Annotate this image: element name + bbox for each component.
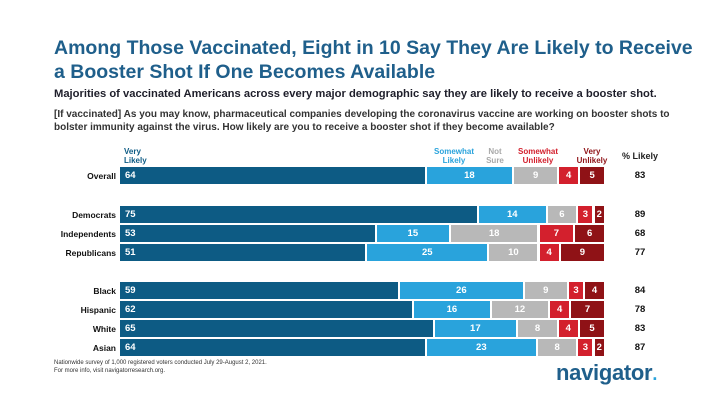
header-very-unlikely-line2: Unlikely [576, 156, 608, 165]
header-very-unlikely-line1: Very [583, 147, 601, 156]
bar-asian-somewhat-likely: 23 [426, 339, 537, 356]
bar-black-very-likely: 59 [120, 282, 399, 299]
header-not-sure-line2: Sure [486, 156, 504, 165]
chart-title: Among Those Vaccinated, Eight in 10 Say … [54, 37, 693, 83]
bar-independents-somewhat-unlikely: 7 [539, 225, 574, 242]
bar-hispanic-very-unlikely: 7 [571, 301, 604, 318]
pct-likely-democrats: 89 [634, 209, 646, 220]
bar-overall-very-unlikely: 5 [580, 167, 604, 184]
header-not-sure-line1: Not [488, 147, 502, 156]
chart-subtitle: Majorities of vaccinated Americans acros… [54, 88, 657, 100]
bar-white-somewhat-unlikely: 4 [558, 320, 578, 337]
bar-black-somewhat-unlikely: 3 [569, 282, 584, 299]
row-label-hispanic: Hispanic [80, 305, 116, 315]
row-label-asian: Asian [92, 343, 116, 353]
header-very-likely-line1: Very [124, 147, 141, 156]
pct-likely-overall: 83 [634, 170, 646, 181]
header-pct-likely: % Likely [621, 151, 659, 161]
bar-democrats-very-unlikely: 2 [594, 206, 604, 223]
row-label-overall: Overall [87, 171, 116, 181]
row-label-white: White [92, 324, 116, 334]
bar-republicans-somewhat-likely: 25 [367, 244, 488, 261]
row-label-independents: Independents [60, 229, 116, 239]
bar-democrats-somewhat-unlikely: 3 [578, 206, 593, 223]
bar-hispanic-not-sure: 12 [491, 301, 549, 318]
bar-black-not-sure: 9 [524, 282, 567, 299]
footnote: Nationwide survey of 1,000 registered vo… [54, 359, 267, 375]
bar-republicans-very-unlikely: 9 [560, 244, 604, 261]
bar-overall-somewhat-unlikely: 4 [559, 167, 579, 184]
bar-white-not-sure: 8 [518, 320, 557, 337]
pct-likely-black: 84 [634, 285, 646, 296]
bar-asian-very-likely: 64 [120, 339, 425, 356]
bar-independents-very-unlikely: 6 [575, 225, 604, 242]
bar-hispanic-somewhat-unlikely: 4 [550, 301, 570, 318]
header-somewhat-unlikely-line1: Somewhat [517, 147, 558, 156]
pct-likely-asian: 87 [634, 342, 646, 353]
logo-dot-icon: . [652, 364, 658, 384]
bar-overall-not-sure: 9 [514, 167, 558, 184]
logo-text: navigator [556, 360, 653, 385]
header-not-sure: Not Sure [480, 147, 510, 165]
footnote-line-survey: Nationwide survey of 1,000 registered vo… [54, 360, 267, 366]
bar-independents-not-sure: 18 [450, 225, 538, 242]
bar-democrats-somewhat-likely: 14 [479, 206, 546, 223]
header-somewhat-likely: Somewhat Likely [426, 147, 482, 165]
bar-black-very-unlikely: 4 [585, 282, 604, 299]
bar-independents-very-likely: 53 [120, 225, 375, 242]
pct-likely-independents: 68 [634, 228, 646, 239]
bar-hispanic-very-likely: 62 [120, 301, 413, 318]
bar-white-somewhat-likely: 17 [434, 320, 517, 337]
bar-asian-somewhat-unlikely: 3 [578, 339, 593, 356]
navigator-logo: navigator. [556, 360, 657, 386]
header-somewhat-likely-line1: Somewhat [433, 147, 474, 156]
bar-overall-very-likely: 64 [120, 167, 425, 184]
bar-democrats-not-sure: 6 [547, 206, 577, 223]
header-very-likely: Very Likely [124, 147, 147, 165]
row-label-black: Black [93, 286, 116, 296]
bar-black-somewhat-likely: 26 [400, 282, 523, 299]
bar-independents-somewhat-likely: 15 [376, 225, 449, 242]
header-somewhat-likely-line2: Likely [442, 156, 466, 165]
bar-hispanic-somewhat-likely: 16 [414, 301, 490, 318]
bar-republicans-somewhat-unlikely: 4 [539, 244, 559, 261]
footnote-line-info: For more info, visit navigatorresearch.o… [54, 368, 166, 374]
bar-republicans-not-sure: 10 [489, 244, 538, 261]
header-somewhat-unlikely-line2: Unlikely [522, 156, 554, 165]
bar-republicans-very-likely: 51 [120, 244, 366, 261]
bar-asian-very-unlikely: 2 [594, 339, 604, 356]
header-somewhat-unlikely: Somewhat Unlikely [512, 147, 564, 165]
row-label-democrats: Democrats [72, 210, 116, 220]
bar-asian-not-sure: 8 [538, 339, 577, 356]
bar-overall-somewhat-likely: 18 [426, 167, 513, 184]
header-very-unlikely: Very Unlikely [574, 147, 610, 165]
row-label-republicans: Republicans [65, 248, 116, 258]
survey-question: [If vaccinated] As you may know, pharmac… [54, 109, 670, 133]
pct-likely-hispanic: 78 [634, 304, 646, 315]
bar-white-very-likely: 65 [120, 320, 433, 337]
pct-likely-white: 83 [634, 323, 646, 334]
pct-likely-republicans: 77 [634, 247, 646, 258]
header-very-likely-line2: Likely [124, 156, 147, 165]
bar-white-very-unlikely: 5 [580, 320, 604, 337]
bar-democrats-very-likely: 75 [120, 206, 477, 223]
